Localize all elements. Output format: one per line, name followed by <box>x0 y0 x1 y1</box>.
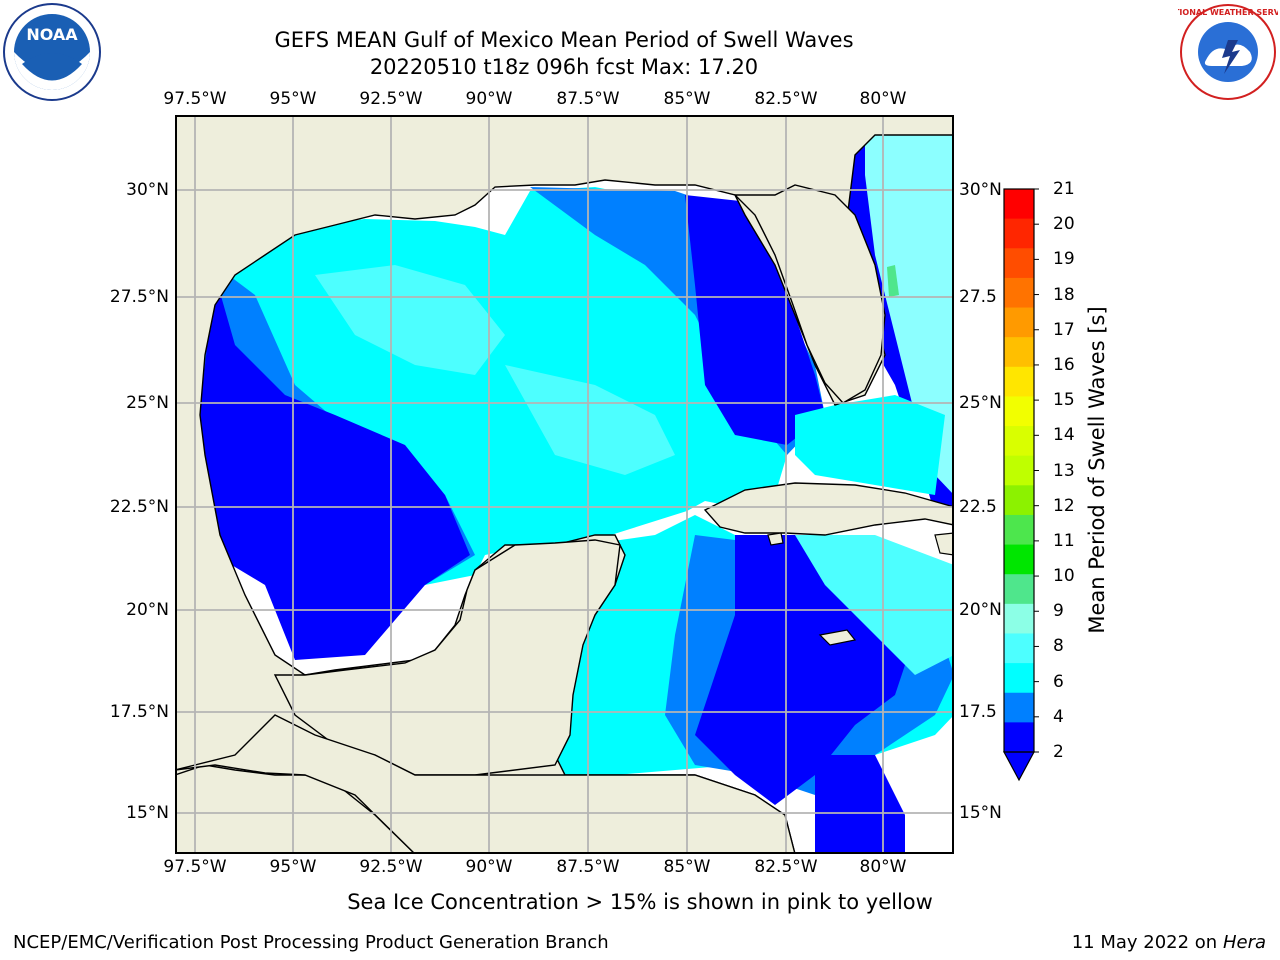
nws-logo: NATIONAL WEATHER SERVICE <box>1178 4 1278 100</box>
lat-label-right: 22.5 <box>959 497 997 517</box>
colorbar-segment <box>1004 189 1034 220</box>
lat-label-left: 15°N <box>126 803 169 823</box>
atlantic-light <box>865 115 954 495</box>
lon-label-top: 90°W <box>465 89 513 109</box>
lon-label-top: 95°W <box>269 89 317 109</box>
colorbar-tick: 6 <box>1053 671 1064 692</box>
footer-machine: Hera <box>1222 932 1266 953</box>
cuba-land <box>703 482 954 536</box>
colorbar-segment <box>1004 248 1034 279</box>
lat-label-right: 30°N <box>959 180 1002 200</box>
lat-label-left: 27.5°N <box>109 287 169 307</box>
lon-label-top: 85°W <box>663 89 711 109</box>
gulf-lighter-patches <box>315 265 675 475</box>
colorbar-segment <box>1004 426 1034 457</box>
colorbar-segment <box>1004 218 1034 249</box>
chart-title: GEFS MEAN Gulf of Mexico Mean Period of … <box>274 28 854 52</box>
colorbar-tick: 20 <box>1053 214 1075 235</box>
colorbar-tick: 8 <box>1053 636 1064 657</box>
noaa-logo: NOAA <box>3 3 101 101</box>
colorbar-tick: 16 <box>1053 354 1075 375</box>
colorbar-tick: 19 <box>1053 249 1075 270</box>
jamaica-land <box>818 629 857 646</box>
colorbar-tick: 10 <box>1053 566 1075 587</box>
florida-shelf-field <box>685 195 825 445</box>
lon-label-top: 92.5°W <box>359 89 423 109</box>
lat-label-left: 20°N <box>126 600 169 620</box>
lon-label-bottom: 92.5°W <box>359 857 423 877</box>
colorbar-label: Mean Period of Swell Waves [s] <box>1085 306 1109 634</box>
colorbar <box>1002 188 1039 782</box>
colorbar-segment <box>1004 544 1034 575</box>
colorbar-tick: 14 <box>1053 425 1075 446</box>
colorbar-segment <box>1004 692 1034 723</box>
lon-label-bottom: 97.5°W <box>163 857 227 877</box>
colorbar-segment <box>1004 603 1034 634</box>
colorbar-tick: 15 <box>1053 390 1075 411</box>
colorbar-tick: 17 <box>1053 319 1075 340</box>
lat-label-left: 25°N <box>126 393 169 413</box>
colorbar-segment <box>1004 722 1034 753</box>
lon-label-bottom: 87.5°W <box>556 857 620 877</box>
noaa-logo-text: NOAA <box>26 25 78 44</box>
caribbean-east <box>795 535 954 675</box>
chart-subtitle: 20220510 t18z 096h fcst Max: 17.20 <box>369 55 759 79</box>
colorbar-tick: 12 <box>1053 495 1075 516</box>
colorbar-segment <box>1004 514 1034 546</box>
lon-label-bottom: 90°W <box>465 857 513 877</box>
map-frame <box>175 115 954 854</box>
bahamas-swell <box>887 265 899 297</box>
graticule <box>175 115 954 854</box>
colorbar-segment <box>1004 337 1034 368</box>
colorbar-tick: 2 <box>1053 742 1064 762</box>
hispaniola-land <box>934 532 954 556</box>
colorbar-tick: 18 <box>1053 284 1075 305</box>
colorbar-segment <box>1004 307 1034 338</box>
isle-of-youth-land <box>767 532 784 546</box>
lat-label-right: 25°N <box>959 393 1002 413</box>
colorbar-segment <box>1004 633 1034 664</box>
footer-branch: NCEP/EMC/Verification Post Processing Pr… <box>13 932 609 953</box>
map-plot <box>175 115 954 854</box>
lon-label-bottom: 85°W <box>663 857 711 877</box>
colorbar-segment <box>1004 663 1034 694</box>
colorbar-extend-triangle <box>1002 751 1036 782</box>
lon-label-bottom: 82.5°W <box>754 857 818 877</box>
lon-label-top: 82.5°W <box>754 89 818 109</box>
nws-logo-text: NATIONAL WEATHER SERVICE <box>1178 8 1278 17</box>
west-gulf-blue <box>195 275 470 660</box>
lat-label-right: 15°N <box>959 803 1002 823</box>
footer-date-text: 11 May 2022 on <box>1071 932 1218 953</box>
colorbar-segment <box>1004 277 1034 309</box>
sea-ice-caption: Sea Ice Concentration > 15% is shown in … <box>347 890 933 914</box>
lon-label-top: 87.5°W <box>556 89 620 109</box>
lon-label-bottom: 80°W <box>859 857 907 877</box>
lon-label-bottom: 95°W <box>269 857 317 877</box>
lat-label-left: 30°N <box>126 180 169 200</box>
lat-label-right: 17.5 <box>959 702 997 722</box>
colorbar-segment <box>1004 455 1034 486</box>
footer-date: 11 May 2022 on Hera <box>1072 932 1266 953</box>
straits-field <box>795 395 945 495</box>
central-america-land <box>175 714 796 854</box>
lat-label-right: 27.5 <box>959 287 997 307</box>
colorbar-segment <box>1004 485 1034 516</box>
colorbar-tick: 9 <box>1053 601 1064 622</box>
lat-label-left: 22.5°N <box>109 497 169 517</box>
lat-label-left: 17.5°N <box>109 702 169 722</box>
colorbar-tick: 21 <box>1053 179 1075 199</box>
lon-label-top: 80°W <box>859 89 907 109</box>
colorbar-segment <box>1004 574 1034 605</box>
colorbar-tick: 13 <box>1053 460 1075 481</box>
colorbar-segment <box>1004 366 1034 397</box>
lon-label-top: 97.5°W <box>163 89 227 109</box>
lat-label-right: 20°N <box>959 600 1002 620</box>
colorbar-tick: 4 <box>1053 706 1064 727</box>
colorbar-tick: 11 <box>1053 530 1075 551</box>
colorbar-segment <box>1004 396 1034 427</box>
